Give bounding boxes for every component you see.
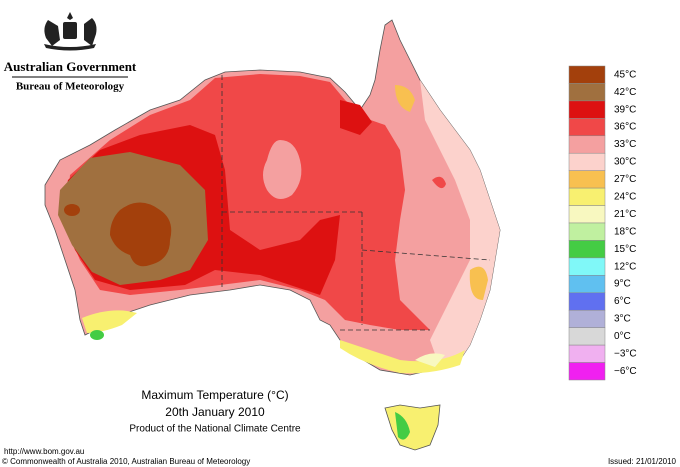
agency-name: Bureau of Meteorology	[16, 81, 125, 93]
legend-label: 33°C	[614, 139, 636, 150]
legend-swatch	[568, 362, 606, 381]
legend-label: 3°C	[614, 314, 631, 325]
legend-label: 36°C	[614, 122, 636, 133]
legend-label: 12°C	[614, 261, 636, 272]
legend-label: 15°C	[614, 244, 636, 255]
legend-swatch	[568, 187, 606, 206]
legend-swatch	[568, 327, 606, 346]
legend-label: 6°C	[614, 296, 631, 307]
legend-label: 30°C	[614, 157, 636, 168]
legend-swatch	[568, 309, 606, 328]
legend-swatch	[568, 118, 606, 137]
legend-swatch	[568, 257, 606, 276]
copyright: © Commonwealth of Australia 2010, Austra…	[2, 457, 250, 466]
legend-swatch	[568, 100, 606, 119]
australia-map	[44, 19, 501, 451]
legend-label: 0°C	[614, 331, 631, 342]
legend-label: 39°C	[614, 104, 636, 115]
legend-swatch	[568, 292, 606, 311]
legend-label: 27°C	[614, 174, 636, 185]
legend-swatch	[568, 135, 606, 154]
legend-label: −3°C	[614, 348, 637, 359]
legend-swatch	[568, 83, 606, 102]
coat-of-arms	[44, 12, 97, 51]
legend-label: −6°C	[614, 366, 637, 377]
legend-label: 21°C	[614, 209, 636, 220]
legend-swatch	[568, 344, 606, 363]
website: http://www.bom.gov.au	[4, 447, 84, 456]
legend-swatch	[568, 222, 606, 241]
legend-swatch	[568, 170, 606, 189]
legend-label: 24°C	[614, 191, 636, 202]
legend-swatch	[568, 240, 606, 259]
issued-date: Issued: 21/01/2010	[608, 457, 677, 466]
legend-label: 42°C	[614, 87, 636, 98]
government-name: Australian Government	[4, 59, 137, 74]
legend-swatch	[568, 275, 606, 294]
map-date: 20th January 2010	[165, 405, 265, 419]
legend-label: 18°C	[614, 226, 636, 237]
legend-swatch	[568, 205, 606, 224]
legend-label: 9°C	[614, 279, 631, 290]
legend-label: 45°C	[614, 69, 636, 80]
legend-swatch	[568, 65, 606, 84]
legend: 45°C 42°C 39°C 36°C 33°C 30°C 27°C 24°C 21°C 18°C…	[568, 65, 637, 381]
legend-swatch	[568, 152, 606, 171]
product-note: Product of the National Climate Centre	[129, 424, 301, 435]
map-title: Maximum Temperature (°C)	[141, 388, 288, 402]
